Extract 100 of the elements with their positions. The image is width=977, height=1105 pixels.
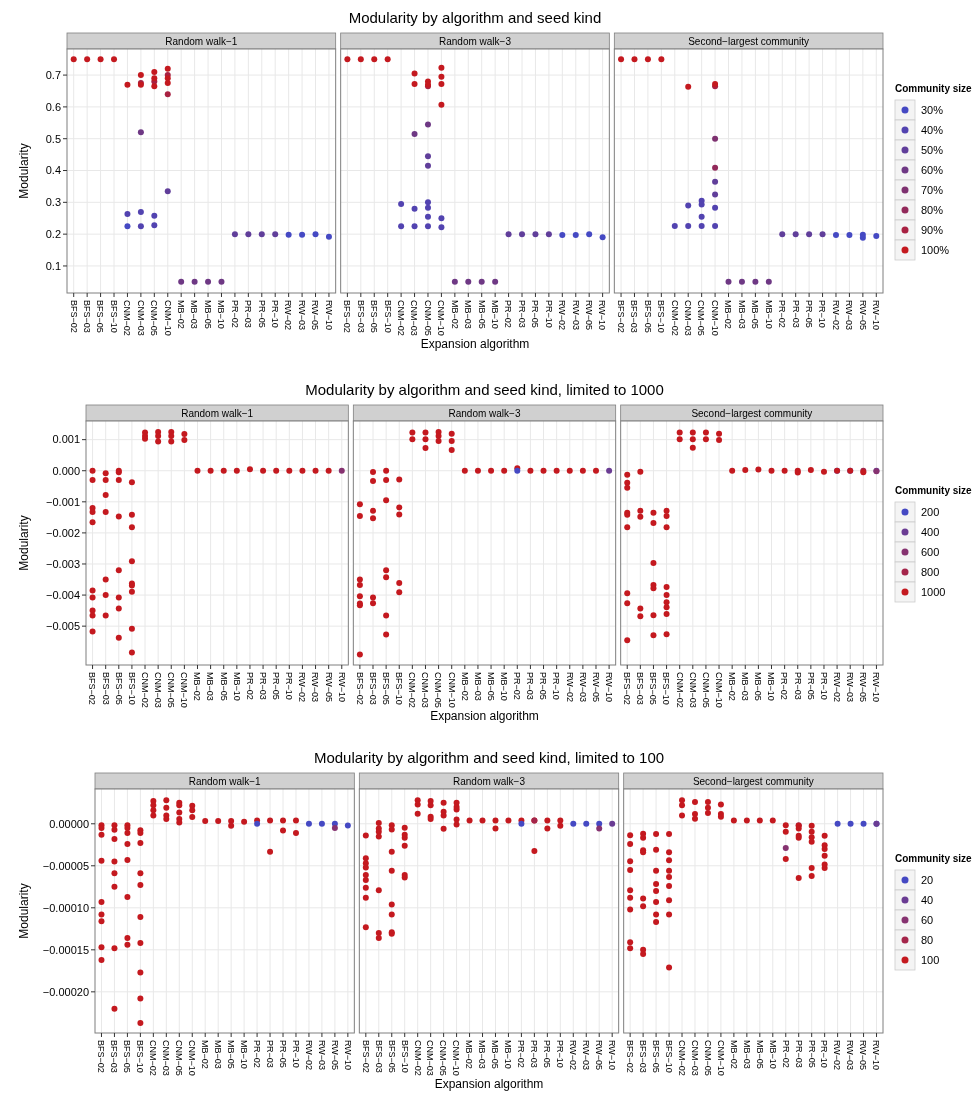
x-tick-label: MB−10 [216, 300, 227, 329]
x-tick-label: MB−03 [740, 672, 751, 701]
x-tick-label: BFS−03 [637, 1040, 648, 1073]
legend-label: 200 [921, 505, 940, 518]
x-tick-label: CNM−05 [422, 300, 433, 336]
x-tick-label: RW−02 [283, 300, 294, 331]
x-tick-label: CNM−10 [162, 300, 173, 336]
x-tick-label: BFS−10 [108, 300, 119, 333]
x-tick-label: MB−02 [728, 1040, 739, 1069]
legend-label: 40% [921, 123, 944, 136]
x-tick-label: RW−10 [336, 672, 347, 703]
x-tick-label: PR−05 [542, 1040, 553, 1068]
x-tick-label: MB−05 [485, 672, 496, 701]
y-tick-label: −0.00015 [42, 943, 89, 956]
x-tick-label: BFS−10 [382, 300, 393, 333]
y-tick-label: −0.005 [46, 620, 80, 632]
x-tick-label: PR−02 [512, 672, 523, 700]
legend-title: Community size [895, 83, 973, 94]
x-tick-label: MB−02 [464, 1040, 475, 1069]
x-tick-label: PR−05 [803, 300, 814, 328]
x-tick-label: BFS−05 [650, 1040, 661, 1073]
x-tick-label: RW−03 [296, 300, 307, 331]
legend-label: 80% [921, 203, 944, 216]
legend-label: 50% [921, 143, 944, 156]
x-axis-title: Expansion algorithm [420, 337, 530, 351]
legend-label: 30% [921, 103, 944, 116]
x-tick-label: RW−03 [570, 300, 581, 331]
x-tick-label: RW−10 [603, 672, 614, 703]
x-tick-label: RW−05 [590, 672, 601, 703]
legend-label: 40 [921, 893, 934, 906]
y-tick-label: −0.00020 [42, 985, 89, 998]
x-tick-label: CNM−10 [451, 1040, 462, 1076]
x-tick-label: RW−03 [844, 300, 855, 331]
x-tick-label: RW−10 [323, 300, 334, 331]
chart-subtitle: Random walk−1 [181, 408, 254, 419]
x-tick-label: BFS−03 [100, 672, 111, 705]
x-tick-label: CNM−10 [715, 1040, 726, 1076]
chart-subtitle: Second−largest community [688, 36, 810, 47]
x-tick-label: MB−03 [472, 672, 483, 701]
x-tick-label: BFS−10 [135, 1040, 146, 1073]
x-tick-label: BFS−10 [394, 672, 405, 705]
x-tick-label: PR−05 [530, 300, 541, 328]
x-tick-label: MB−05 [754, 1040, 765, 1069]
x-tick-label: MB−02 [192, 672, 203, 701]
legend-label: 60% [921, 163, 944, 176]
y-tick-label: −0.003 [46, 557, 80, 570]
x-tick-label: RW−10 [607, 1040, 618, 1071]
x-tick-label: MB−05 [753, 672, 764, 701]
x-tick-label: PR−05 [271, 672, 282, 700]
x-tick-label: BFS−03 [367, 672, 378, 705]
x-tick-label: RW−05 [858, 672, 869, 703]
x-tick-label: BFS−02 [96, 1040, 107, 1073]
x-tick-label: MB−02 [176, 300, 187, 329]
x-tick-label: MB−03 [736, 300, 747, 329]
x-tick-label: PR−10 [817, 300, 828, 328]
x-tick-label: RW−02 [830, 300, 841, 331]
y-tick-label: 0.2 [45, 228, 61, 240]
x-tick-label: CNM−10 [187, 1040, 198, 1076]
legend-label: 70% [921, 183, 944, 196]
chart-subtitle: Second−largest community [691, 408, 813, 419]
x-tick-label: BFS−10 [663, 1040, 674, 1073]
x-tick-label: BFS−02 [625, 1040, 635, 1073]
x-tick-label: CNM−02 [407, 672, 418, 708]
x-tick-label: CNM−02 [674, 672, 685, 708]
y-tick-label: −0.002 [46, 526, 80, 539]
legend-label: 1000 [921, 585, 946, 598]
x-tick-label: PR−03 [525, 672, 536, 700]
legend-label: 600 [921, 545, 940, 558]
x-tick-label: BFS−02 [342, 300, 353, 333]
x-tick-label: RW−03 [577, 672, 588, 703]
x-tick-label: MB−05 [490, 1040, 501, 1069]
x-tick-label: PR−02 [503, 300, 514, 328]
x-tick-label: BFS−10 [126, 672, 137, 705]
x-tick-label: RW−03 [316, 1040, 327, 1071]
legend-label: 100 [921, 953, 940, 966]
x-tick-label: RW−10 [871, 672, 882, 703]
chart-subtitle: Second−largest community [692, 776, 814, 787]
y-tick-label: −0.004 [46, 588, 80, 601]
x-tick-label: CNM−03 [683, 300, 694, 336]
legend-label: 60 [921, 913, 934, 926]
chart-subtitle: Random walk−3 [439, 36, 512, 47]
chart-title: Modularity by algorithm and seed kind, limited to 100 [313, 749, 665, 766]
x-tick-label: PR−05 [805, 672, 816, 700]
x-tick-label: RW−05 [329, 1040, 340, 1071]
x-tick-label: PR−05 [277, 1040, 288, 1068]
x-tick-label: MB−05 [226, 1040, 236, 1069]
x-tick-label: CNM−02 [148, 1040, 159, 1076]
x-tick-label: RW−02 [831, 672, 842, 703]
x-tick-label: RW−02 [557, 300, 568, 331]
x-tick-label: CNM−03 [425, 1040, 436, 1076]
y-tick-label: −0.001 [46, 495, 80, 508]
x-tick-label: PR−10 [543, 300, 554, 328]
x-tick-label: PR−03 [264, 1040, 275, 1068]
y-axis-title: Modularity [17, 143, 31, 199]
x-tick-label: MB−10 [238, 1040, 249, 1069]
chart-subtitle: Random walk−3 [453, 776, 526, 787]
x-tick-label: BFS−10 [661, 672, 672, 705]
x-tick-label: CNM−03 [161, 1040, 172, 1076]
x-tick-label: PR−02 [780, 1040, 791, 1068]
x-tick-label: BFS−05 [642, 300, 653, 333]
